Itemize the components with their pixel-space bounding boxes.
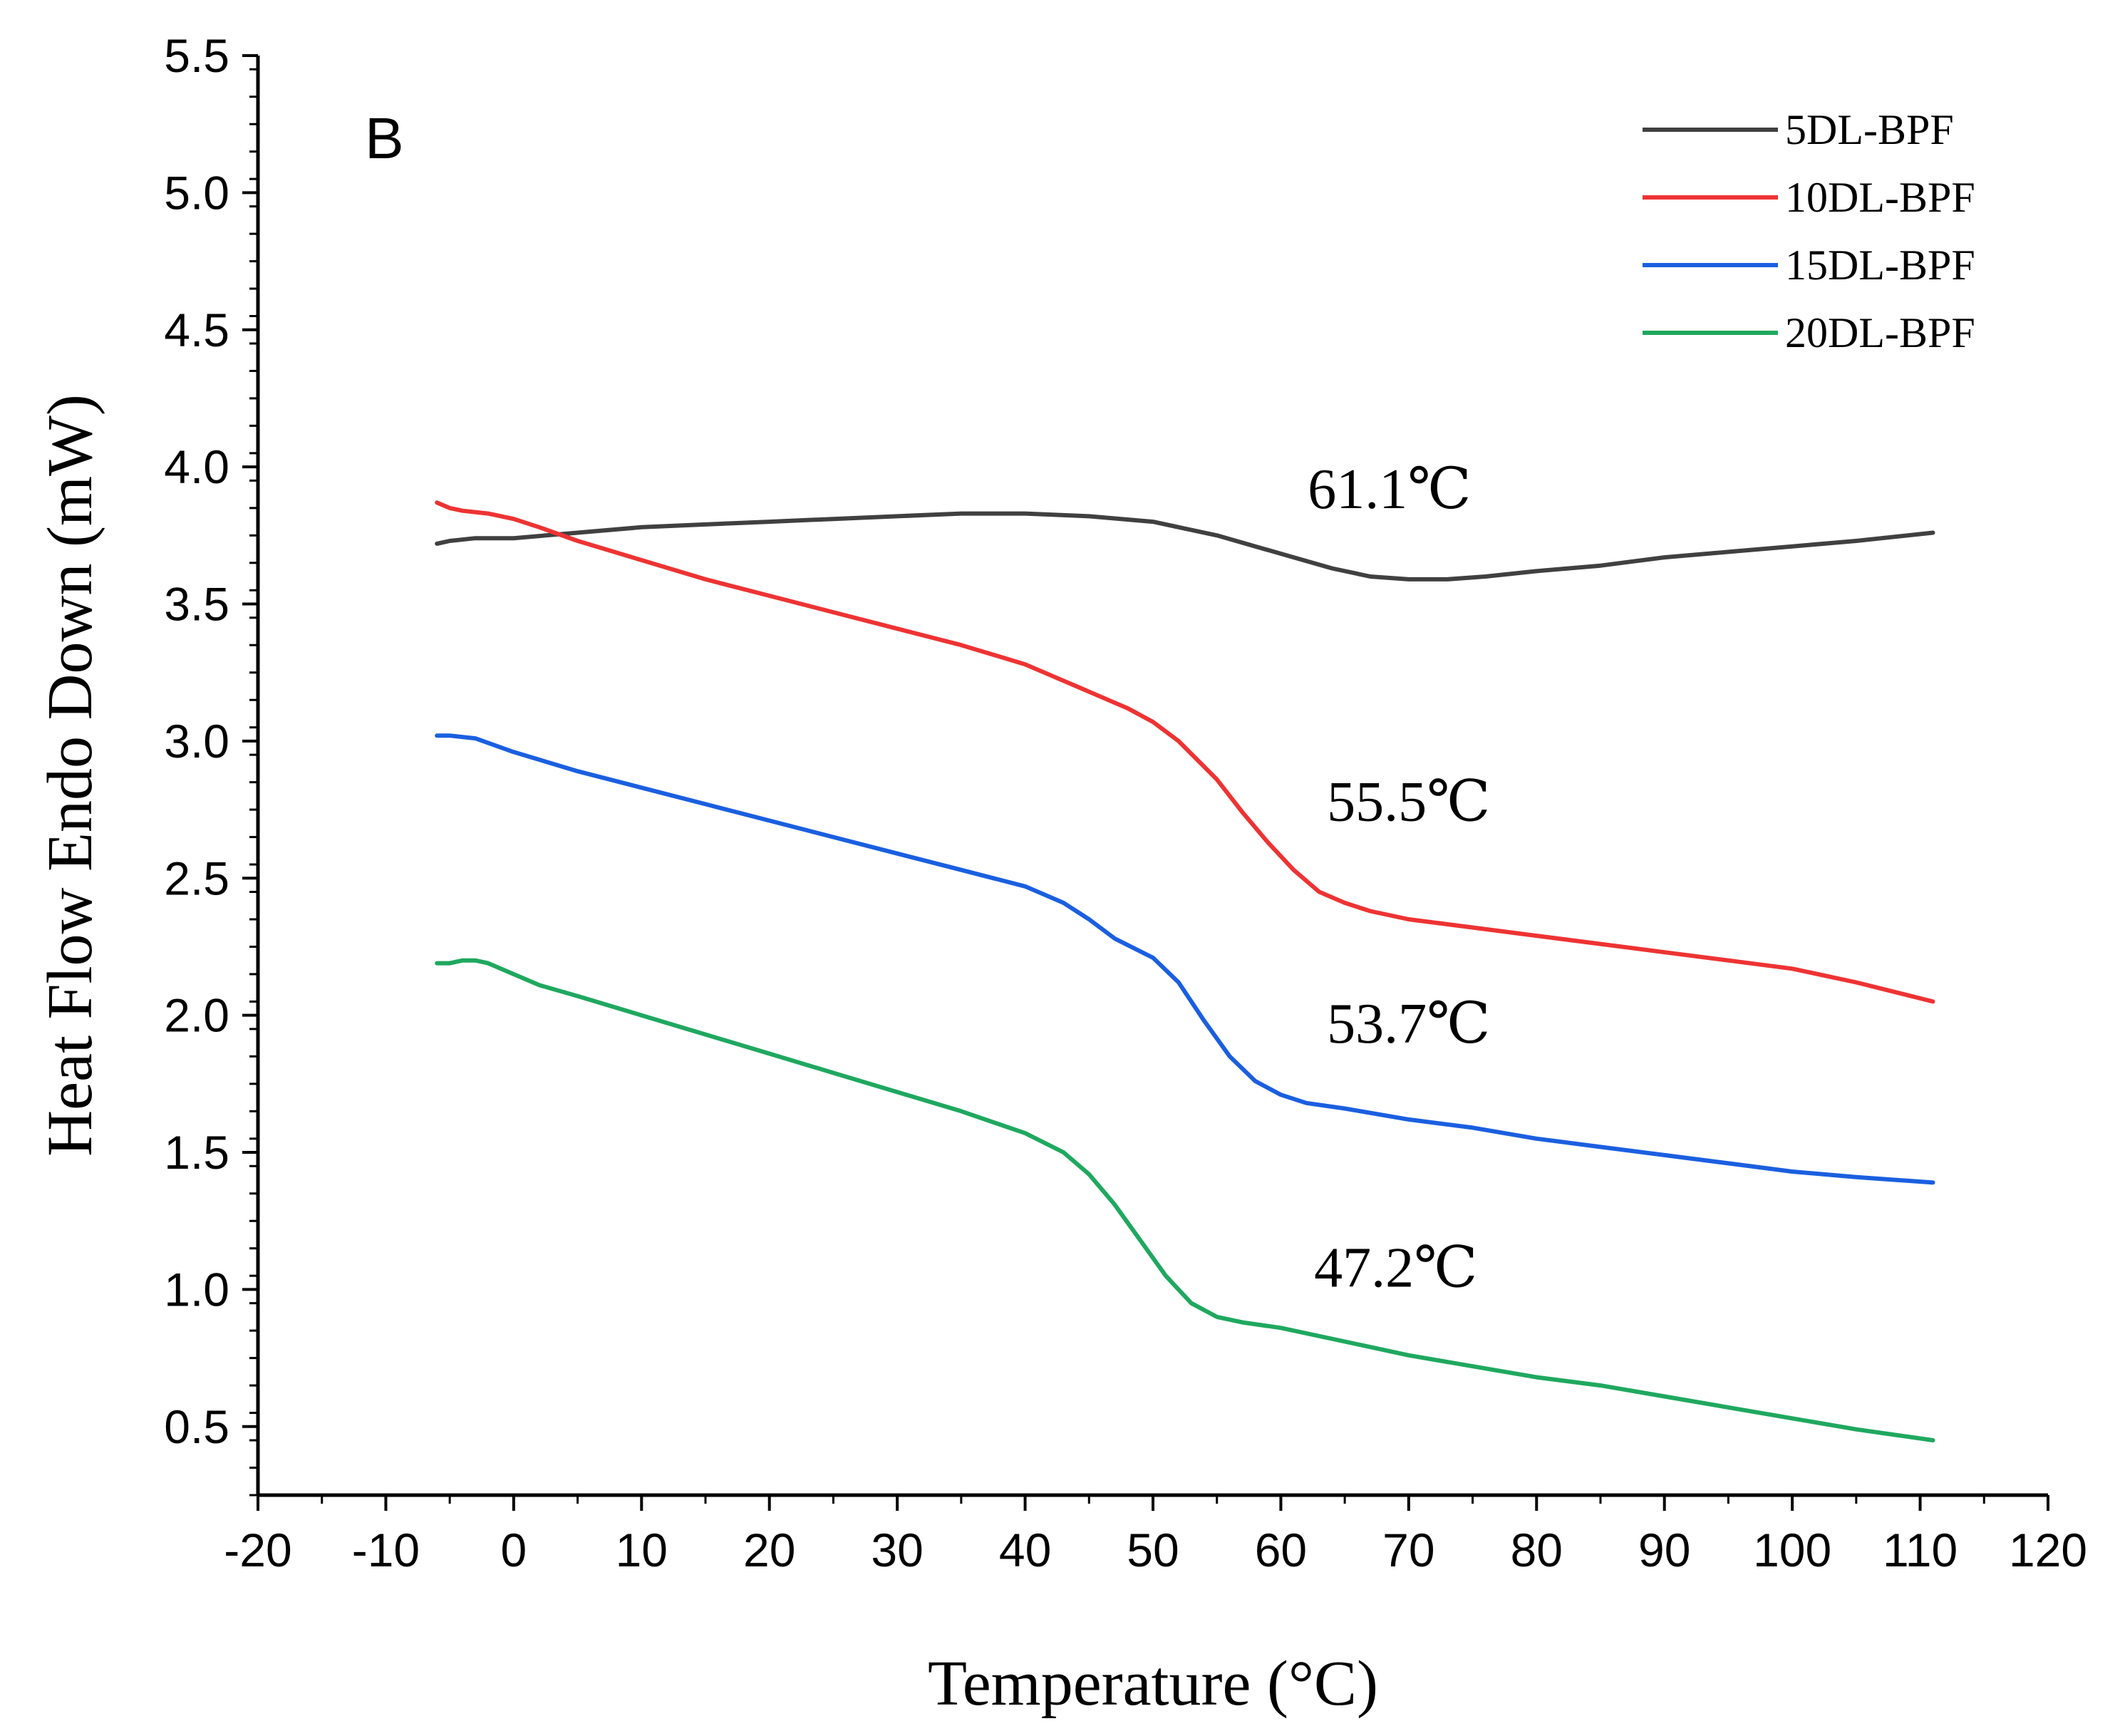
x-tick-label: 20 — [743, 1524, 795, 1576]
series-line-15dl-bpf — [435, 733, 1935, 1185]
x-tick-label: -20 — [224, 1524, 291, 1576]
y-tick-label: 1.0 — [164, 1263, 229, 1316]
y-tick-label: 2.0 — [164, 989, 229, 1042]
legend-label: 5DL-BPF — [1785, 106, 1954, 153]
y-tick-label: 3.0 — [164, 715, 229, 768]
y-tick-label: 1.5 — [164, 1126, 229, 1179]
x-tick-label: 120 — [2009, 1524, 2087, 1576]
x-tick-label: 0 — [500, 1524, 527, 1576]
annotation-layer: 61.1℃ 55.5℃ 53.7℃ 47.2℃ — [1308, 458, 1490, 1300]
x-tick-label: -10 — [352, 1524, 420, 1576]
series-line-10dl-bpf — [435, 500, 1935, 1004]
x-axis-ticks: -20 -10 0 10 20 30 40 50 60 70 80 90 100 110 120 — [224, 1495, 2087, 1576]
x-tick-label: 50 — [1127, 1524, 1179, 1576]
y-tick-label: 4.0 — [164, 440, 229, 493]
x-axis-title: Temperature (°C) — [928, 1648, 1378, 1719]
x-tick-label: 10 — [616, 1524, 668, 1576]
x-tick-label: 80 — [1511, 1524, 1563, 1576]
tg-annotation: 61.1℃ — [1308, 458, 1472, 521]
x-tick-label: 110 — [1883, 1524, 1958, 1576]
x-tick-label: 60 — [1255, 1524, 1307, 1576]
y-tick-label: 0.5 — [164, 1400, 229, 1453]
y-tick-label: 5.5 — [164, 29, 229, 82]
tg-annotation: 55.5℃ — [1327, 770, 1491, 833]
legend-label: 20DL-BPF — [1785, 309, 1975, 356]
series-line-5dl-bpf — [435, 511, 1935, 582]
y-tick-label: 2.5 — [164, 852, 229, 904]
legend: 5DL-BPF 10DL-BPF 15DL-BPF 20DL-BPF — [1643, 106, 1975, 356]
y-tick-label: 3.5 — [164, 578, 229, 631]
series-line-20dl-bpf — [435, 958, 1935, 1442]
legend-label: 10DL-BPF — [1785, 174, 1975, 221]
series-layer — [435, 500, 1935, 1442]
x-tick-label: 100 — [1753, 1524, 1831, 1576]
y-tick-label: 5.0 — [164, 166, 229, 219]
tg-annotation: 53.7℃ — [1327, 993, 1491, 1055]
legend-label: 15DL-BPF — [1785, 242, 1975, 289]
x-tick-label: 90 — [1638, 1524, 1690, 1576]
tg-annotation: 47.2℃ — [1314, 1237, 1478, 1300]
x-tick-label: 30 — [871, 1524, 923, 1576]
panel-label: B — [365, 106, 404, 171]
y-axis-title: Heat Flow Endo Down (mW) — [35, 394, 105, 1157]
plot-area: 61.1℃ 55.5℃ 53.7℃ 47.2℃ -20 -10 0 10 20 30 40 50 60… — [164, 29, 2087, 1576]
x-tick-label: 70 — [1382, 1524, 1434, 1576]
y-tick-label: 4.5 — [164, 304, 229, 356]
y-axis-ticks: 0.5 1.0 1.5 2.0 2.5 3.0 3.5 4.0 4.5 5.0 5.5 — [164, 29, 258, 1497]
x-tick-label: 40 — [999, 1524, 1051, 1576]
